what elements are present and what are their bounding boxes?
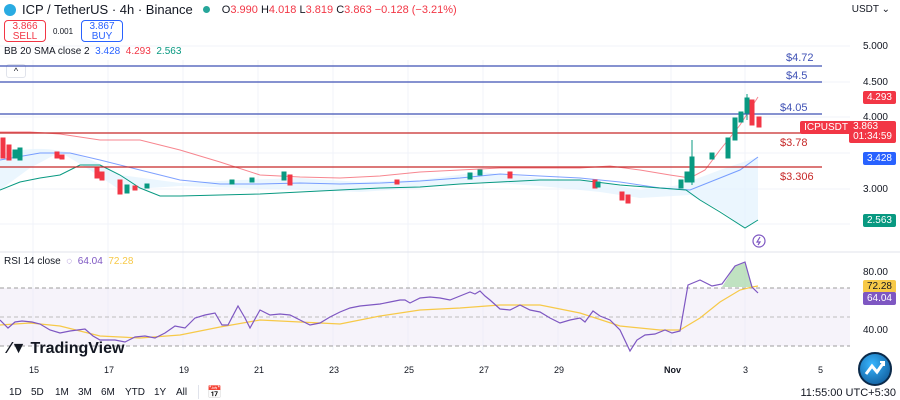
time-axis-label: 27 (479, 365, 490, 375)
symbol-header: ICP / TetherUS · 4h · Binance O3.990 H4.… (4, 2, 457, 17)
ohlc-values: O3.990 H4.018 L3.819 C3.863 −0.128 (−3.2… (221, 3, 457, 16)
upper-band-tag: 4.293 (862, 91, 896, 104)
rsi-axis-label: 80.00 (862, 267, 888, 278)
bb-basis-tag: 3.428 (862, 152, 896, 165)
icp-logo-icon (4, 3, 16, 16)
timezone-clock[interactable]: 11:55:00 UTC+5:30 (800, 387, 897, 399)
rsi-ma-tag: 72.28 (862, 280, 896, 293)
time-axis-label: 3 (743, 365, 749, 375)
price-axis-label: 5.000 (862, 41, 888, 52)
bb-legend[interactable]: BB 20 SMA close 2 3.428 4.293 2.563 (4, 46, 182, 57)
symbol-tag: ICPUSDT (800, 121, 852, 134)
range-5d-button[interactable]: 5D (31, 387, 44, 398)
spread-value: 0.001 (53, 27, 74, 36)
last-price-tag: 3.863 01:34:59 (849, 121, 896, 143)
time-axis-label: 21 (254, 365, 265, 375)
range-1m-button[interactable]: 1M (55, 387, 69, 398)
price-axis-label: 4.500 (862, 77, 888, 88)
time-axis-label: 5 (818, 365, 824, 375)
time-axis-label: 29 (554, 365, 565, 375)
time-axis-label: 17 (104, 365, 115, 375)
price-axis-label: 3.000 (862, 184, 888, 195)
collapse-legend-button[interactable]: ^ (6, 64, 26, 78)
time-axis-label: 15 (29, 365, 40, 375)
level-label: $3.78 (780, 137, 808, 149)
range-1y-button[interactable]: 1Y (154, 387, 167, 398)
brand-badge-icon (858, 352, 892, 386)
buy-button[interactable]: 3.867 BUY (81, 20, 123, 42)
time-axis-label: 25 (404, 365, 415, 375)
calendar-goto-icon[interactable]: 📅 (207, 385, 222, 399)
rsi-axis-label: 40.00 (862, 325, 888, 336)
level-label: $3.306 (780, 171, 814, 183)
range-6m-button[interactable]: 6M (101, 387, 115, 398)
bb-lower-tag: 2.563 (862, 214, 896, 227)
time-axis-label: Nov (664, 365, 682, 375)
time-axis-label: 23 (329, 365, 340, 375)
level-label: $4.05 (780, 102, 808, 114)
rsi-legend[interactable]: RSI 14 close ◌ 64.04 72.28 (4, 256, 134, 267)
loading-icon: ◌ (66, 256, 73, 267)
range-3m-button[interactable]: 3M (78, 387, 92, 398)
rsi-value-tag: 64.04 (862, 292, 896, 305)
price-axis-label: 4.000 (862, 112, 888, 123)
currency-selector[interactable]: USDT ⌄ (851, 4, 890, 15)
range-1d-button[interactable]: 1D (9, 387, 22, 398)
market-open-icon (202, 6, 210, 13)
sell-button[interactable]: 3.866 SELL (4, 20, 46, 42)
time-axis-label: 19 (179, 365, 190, 375)
level-label: $4.5 (786, 70, 808, 82)
tv-logo-icon: ⁄▼ (8, 340, 27, 357)
divider (198, 385, 199, 399)
symbol-title[interactable]: ICP / TetherUS · 4h · Binance (22, 2, 193, 17)
alert-lightning-icon[interactable] (752, 234, 766, 248)
level-label: $4.72 (786, 52, 814, 64)
tradingview-logo: ⁄▼ TradingView (8, 340, 125, 357)
range-ytd-button[interactable]: YTD (125, 387, 145, 398)
range-all-button[interactable]: All (176, 387, 188, 398)
